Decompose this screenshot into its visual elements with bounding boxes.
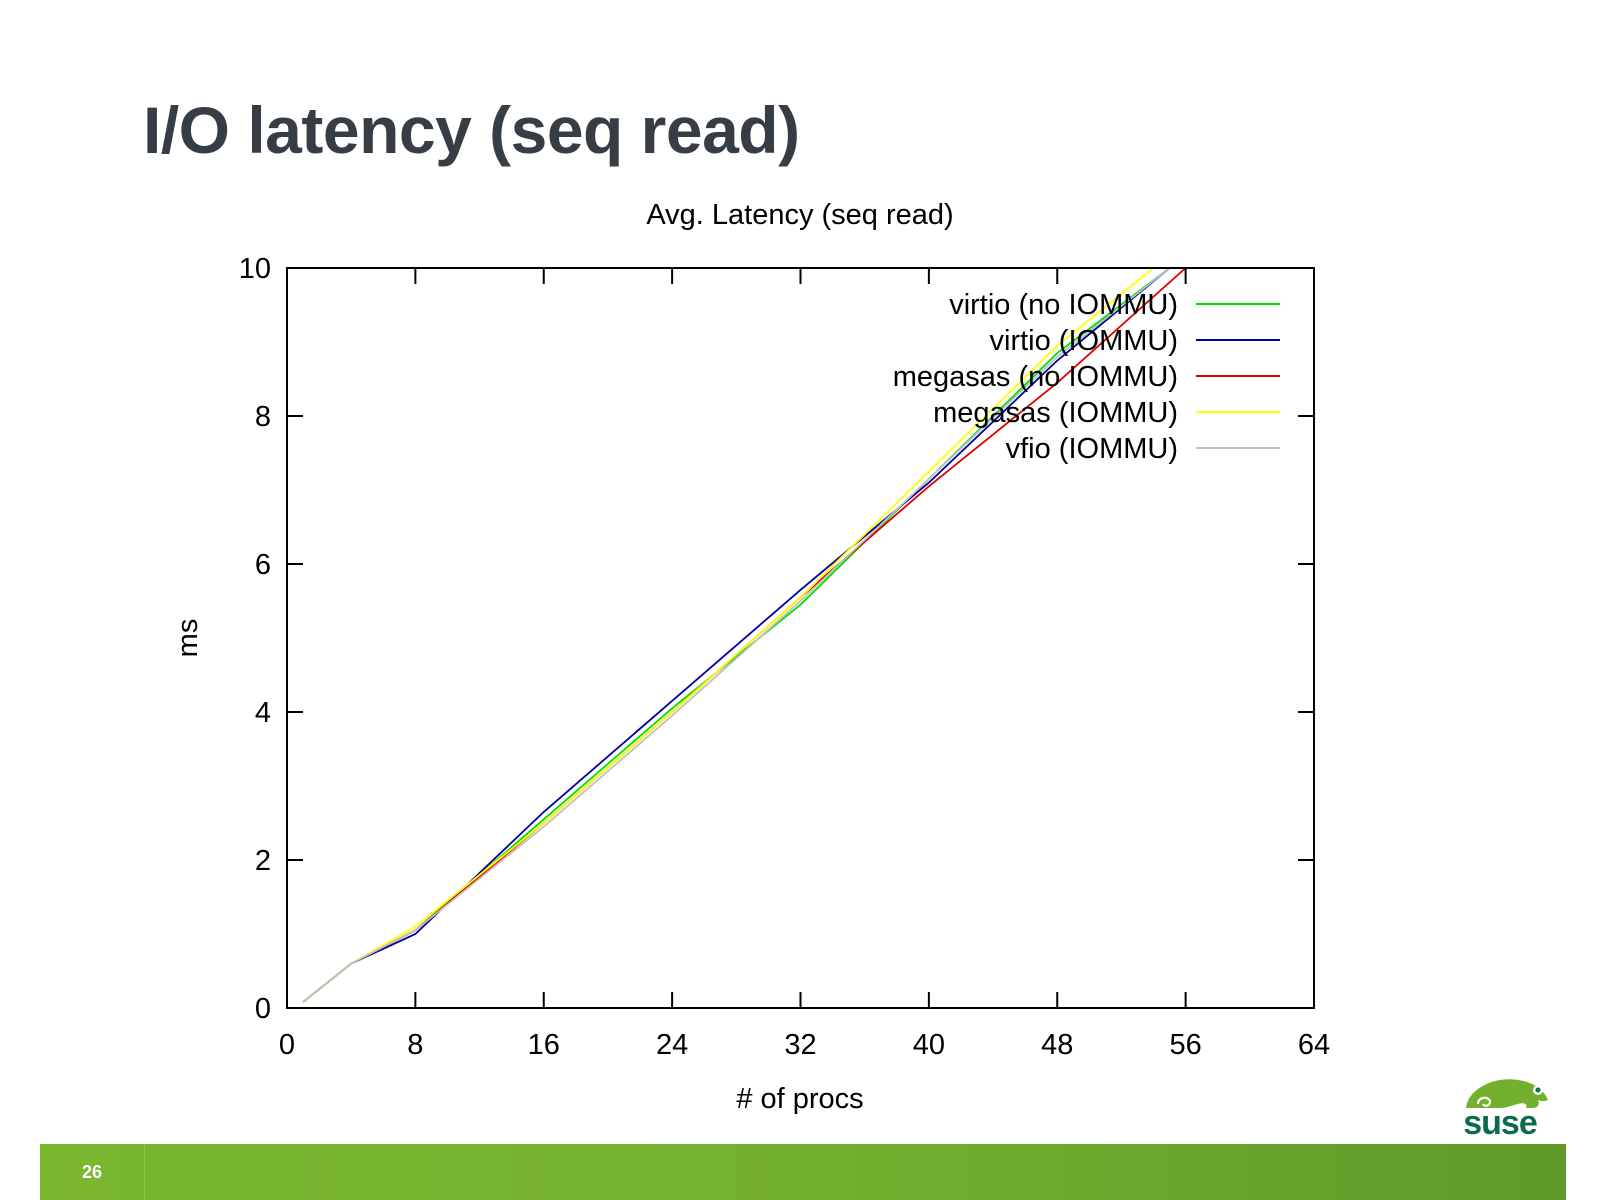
chart-title: Avg. Latency (seq read) (646, 199, 953, 231)
series-layer (302, 268, 1187, 1003)
series-line-5 (302, 268, 1171, 1003)
x-tick-label: 32 (784, 1029, 816, 1061)
y-axis-label: ms (172, 619, 204, 658)
legend-label: vfio (IOMMU) (1006, 433, 1178, 465)
footer-bar: 26 (40, 1144, 1566, 1200)
x-tick-label: 8 (407, 1029, 423, 1061)
x-tick-label: 24 (656, 1029, 688, 1061)
x-tick-label: 56 (1169, 1029, 1201, 1061)
legend: virtio (no IOMMU) virtio (IOMMU) megasas (… (893, 289, 1280, 465)
y-tick-label: 6 (255, 549, 271, 581)
y-tick-label: 2 (255, 845, 271, 877)
suse-chameleon-logo-icon: suse (1463, 1079, 1548, 1140)
page-number: 26 (81, 1162, 103, 1182)
legend-label: megasas (no IOMMU) (893, 361, 1178, 393)
svg-text:suse: suse (1463, 1104, 1537, 1140)
y-tick-label: 4 (255, 697, 271, 729)
x-tick-label: 16 (528, 1029, 560, 1061)
y-tick-label: 8 (255, 401, 271, 433)
x-tick-label: 48 (1041, 1029, 1073, 1061)
series-line-4 (302, 268, 1155, 1003)
x-tick-label: 64 (1298, 1029, 1330, 1061)
page-number-box: 26 (40, 1144, 145, 1200)
slide-title: I/O latency (seq read) (143, 93, 800, 167)
y-tick-label: 10 (239, 253, 271, 285)
x-axis-label: # of procs (736, 1083, 863, 1115)
series-line-2 (302, 268, 1171, 1003)
x-tick-label: 40 (913, 1029, 945, 1061)
legend-label: megasas (IOMMU) (933, 397, 1178, 429)
legend-label: virtio (IOMMU) (990, 325, 1178, 357)
latency-chart: Avg. Latency (seq read) 0 8 16 24 32 40 48 56 64… (172, 199, 1330, 1115)
legend-label: virtio (no IOMMU) (949, 289, 1178, 321)
y-tick-label: 0 (255, 993, 271, 1025)
x-tick-label: 0 (279, 1029, 295, 1061)
